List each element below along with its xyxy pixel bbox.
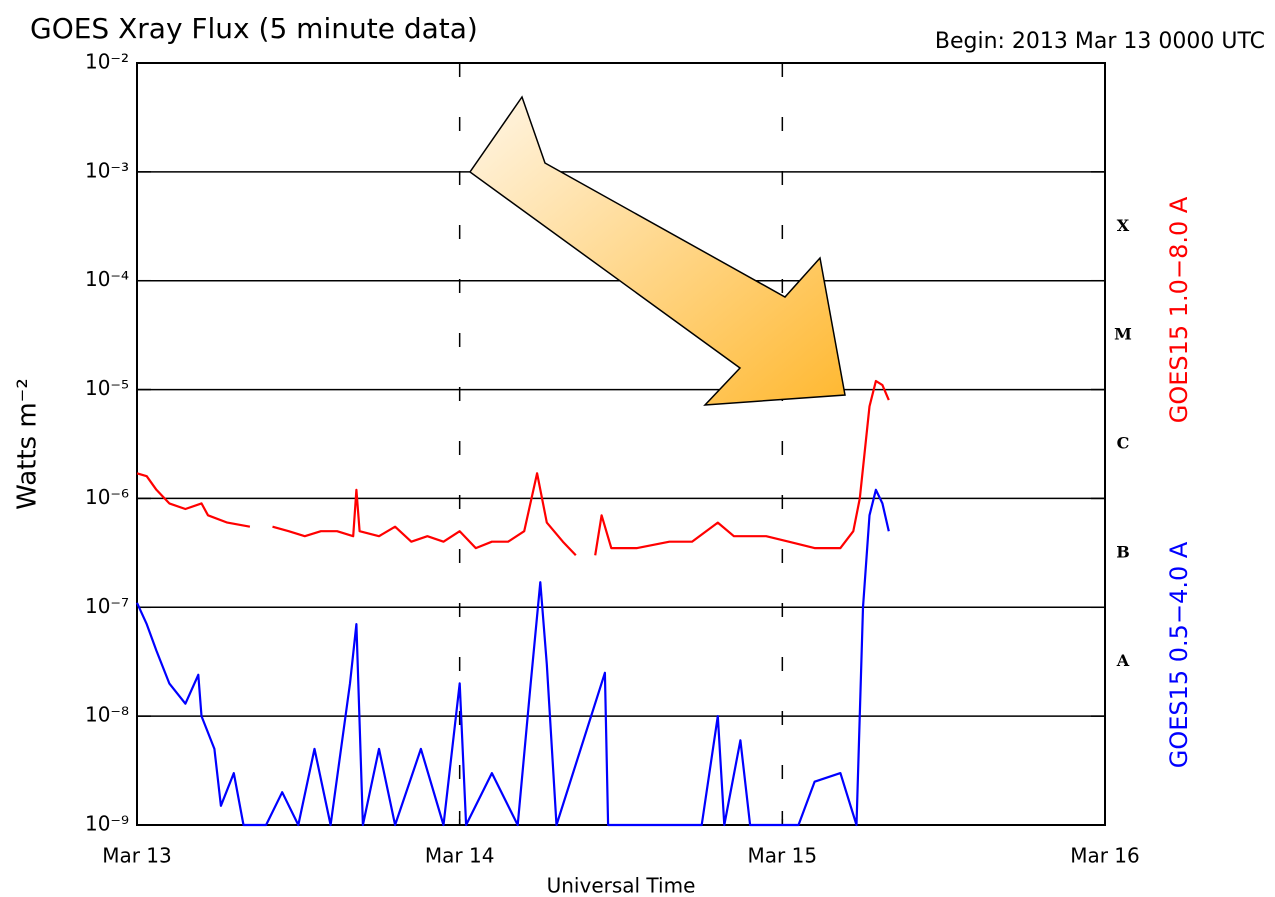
y-tick-label: 10⁻⁷ (85, 594, 129, 618)
flare-class-label: B (1116, 542, 1130, 561)
y-tick-label: 10⁻⁶ (85, 485, 129, 509)
y-tick-label: 10⁻⁹ (85, 812, 129, 836)
y-tick-label: 10⁻⁵ (85, 376, 129, 400)
flare-class-label: X (1117, 216, 1130, 235)
y-tick-label: 10⁻⁴ (85, 267, 129, 291)
y-tick-label: 10⁻² (85, 50, 129, 74)
y-tick-label: 10⁻⁸ (85, 703, 129, 727)
plot-frame (136, 62, 1106, 826)
x-axis-label: Universal Time (547, 874, 696, 897)
x-tick-label: Mar 13 (102, 844, 172, 868)
flare-class-label: C (1117, 434, 1130, 453)
chart-subtitle: Begin: 2013 Mar 13 0000 UTC (935, 29, 1265, 54)
chart-title: GOES Xray Flux (5 minute data) (30, 12, 478, 45)
plot-area: 10⁻⁹ 10⁻⁸ 10⁻⁷ 10⁻⁶ 10⁻⁵ 10⁻⁴ 10⁻³ 10⁻² Mar 13 Ma… (85, 50, 1193, 868)
annotation-arrow (468, 95, 846, 406)
x-tick-label: Mar 16 (1070, 844, 1140, 868)
y-tick-label: 10⁻³ (85, 158, 129, 182)
x-tick-label: Mar 14 (425, 844, 495, 868)
legend-label: GOES15 0.5−4.0 A (1165, 541, 1193, 768)
flare-class-label: M (1114, 325, 1132, 344)
series-line (136, 379, 890, 557)
y-axis-label: Watts m⁻² (13, 378, 43, 510)
series-line (135, 488, 890, 827)
x-tick-label: Mar 15 (748, 844, 818, 868)
legend-label: GOES15 1.0−8.0 A (1165, 196, 1193, 423)
flare-class-label: A (1116, 651, 1130, 670)
